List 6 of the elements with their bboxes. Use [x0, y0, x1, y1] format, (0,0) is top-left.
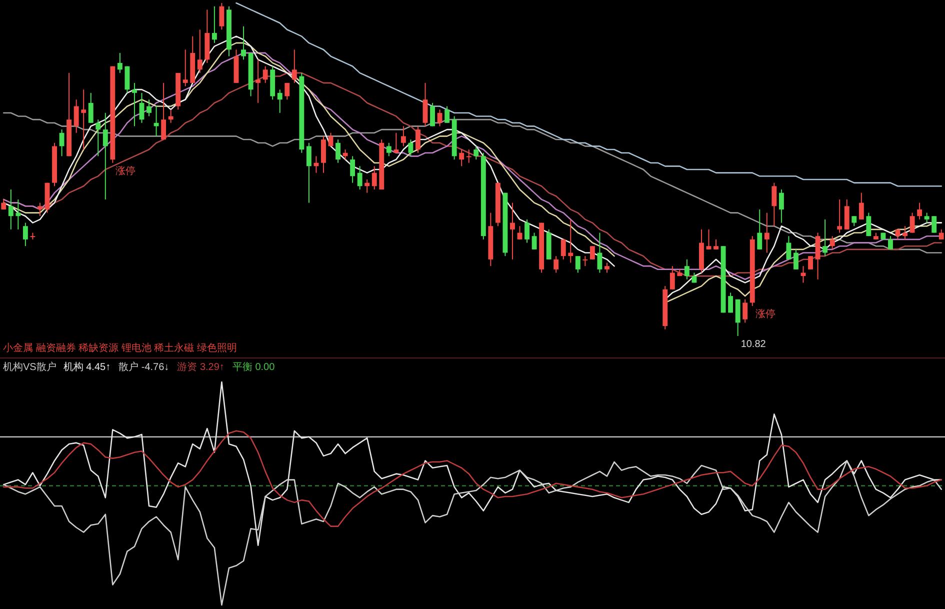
- legend: 平衡 0.00: [232, 362, 275, 373]
- legend: 游资 3.29↑: [177, 362, 224, 373]
- legend: 机构 4.45↑: [63, 362, 111, 373]
- legend: 散户 -4.76↓: [118, 362, 170, 373]
- title: 机构VS散户: [3, 362, 56, 373]
- annotation: 小金属 融资融券 稀缺资源 锂电池 稀土永磁 绿色照明: [3, 343, 237, 354]
